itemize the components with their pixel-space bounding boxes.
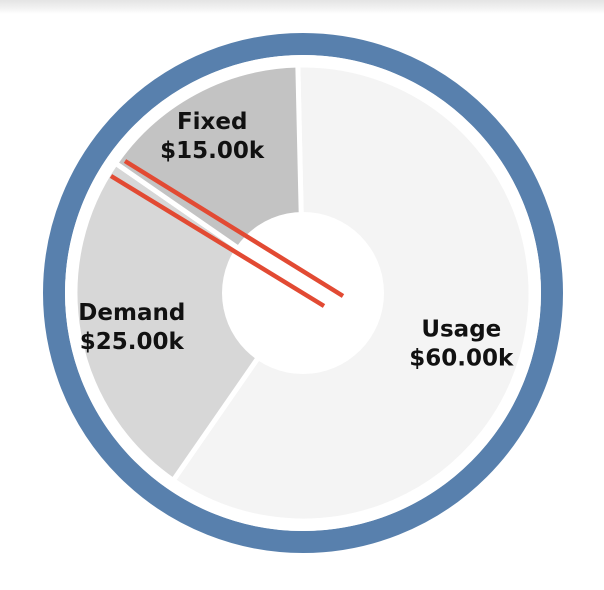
slice-value-label: $60.00k [409,346,514,372]
slice-category-label: Usage [421,317,501,343]
slice-label-usage: Usage $60.00k [409,317,514,372]
slice-value-label: $25.00k [80,329,185,355]
slice-category-label: Demand [78,300,185,326]
marker-line [123,159,345,298]
pie-slice-demand [72,160,306,483]
top-shadow [0,0,604,14]
slice-label-fixed: Fixed $15.00k [160,109,265,164]
slice-category-label: Fixed [177,109,248,135]
outer-ring [43,33,563,553]
marker-line [109,174,326,308]
slice-value-label: $15.00k [160,138,265,164]
slice-label-demand: Demand $25.00k [78,300,185,355]
